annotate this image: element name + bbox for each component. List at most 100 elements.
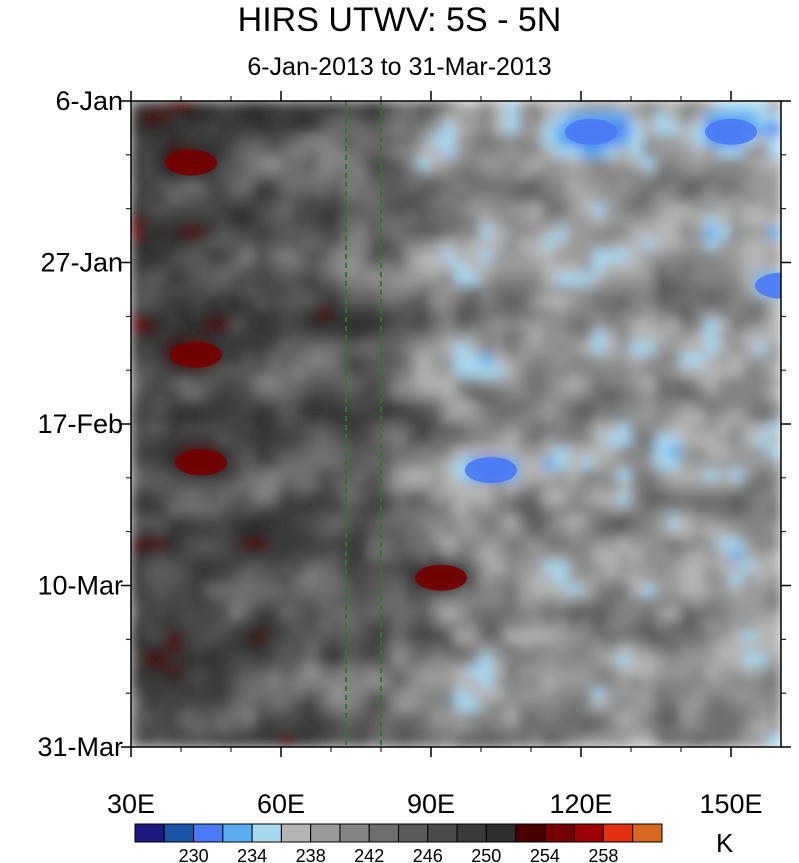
heatmap-cell xyxy=(455,284,470,299)
heatmap-cell xyxy=(405,607,420,622)
heatmap-cell xyxy=(455,665,470,679)
heatmap-cell xyxy=(717,203,732,218)
heatmap-cell xyxy=(442,411,457,425)
heatmap-cell xyxy=(505,549,520,564)
heatmap-cell xyxy=(367,423,382,437)
heatmap-cell xyxy=(442,123,457,137)
heatmap-cell xyxy=(642,411,657,425)
heatmap-cell xyxy=(755,111,770,126)
heatmap-cell xyxy=(167,596,182,610)
heatmap-cell xyxy=(642,273,657,287)
heatmap-cell xyxy=(630,722,645,737)
heatmap-cell xyxy=(542,722,557,737)
heatmap-cell xyxy=(342,423,357,437)
heatmap-cell xyxy=(617,238,632,252)
heatmap-cell xyxy=(730,411,745,425)
heatmap-cell xyxy=(280,515,295,529)
heatmap-cell xyxy=(131,203,145,218)
heatmap-cell xyxy=(755,342,770,356)
heatmap-cell xyxy=(467,319,482,333)
heatmap-cell xyxy=(242,238,257,252)
heatmap-cell xyxy=(505,215,520,229)
heatmap-cell xyxy=(605,699,620,714)
heatmap-cell xyxy=(242,353,257,368)
heatmap-cell xyxy=(380,307,395,322)
heatmap-cell xyxy=(480,492,495,506)
heatmap-cell xyxy=(230,342,245,356)
heatmap-cell xyxy=(767,388,781,402)
heatmap-cell xyxy=(680,342,695,356)
heatmap-cell xyxy=(742,307,757,322)
heatmap-cell xyxy=(717,376,732,391)
heatmap-cell xyxy=(730,376,745,391)
heatmap-cell xyxy=(492,642,507,656)
heatmap-cell xyxy=(242,180,257,195)
heatmap-cell xyxy=(467,296,482,310)
heatmap-cell xyxy=(692,572,707,587)
heatmap-cell xyxy=(430,411,445,425)
heatmap-cell xyxy=(730,226,745,241)
heatmap-cell xyxy=(405,388,420,402)
heatmap-cell xyxy=(230,699,245,714)
heatmap-cell xyxy=(705,446,720,460)
heatmap-cell xyxy=(605,192,620,206)
heatmap-cell xyxy=(617,330,632,345)
heatmap-cell xyxy=(131,192,145,206)
heatmap-cell xyxy=(592,446,607,460)
heatmap-cell xyxy=(217,307,232,322)
heatmap-cell xyxy=(567,261,582,276)
heatmap-cell xyxy=(131,376,145,391)
heatmap-cell xyxy=(455,711,470,725)
heatmap-cell xyxy=(592,619,607,633)
heatmap-cell xyxy=(630,526,645,541)
heatmap-cell xyxy=(155,492,170,506)
heatmap-cell xyxy=(730,249,745,264)
heatmap-cell xyxy=(405,469,420,483)
heatmap-cell xyxy=(717,411,732,425)
heatmap-cell xyxy=(330,296,345,310)
heatmap-cell xyxy=(292,123,307,137)
heatmap-cell xyxy=(667,273,682,287)
heatmap-cell xyxy=(330,480,345,495)
heatmap-cell xyxy=(380,376,395,391)
heatmap-cell xyxy=(542,572,557,587)
heatmap-cell xyxy=(442,330,457,345)
heatmap-cell xyxy=(242,722,257,737)
heatmap-cell xyxy=(580,596,595,610)
heatmap-cell xyxy=(655,561,670,575)
heatmap-cell xyxy=(180,503,195,518)
heatmap-cell xyxy=(617,549,632,564)
heatmap-cell xyxy=(455,226,470,241)
heatmap-cell xyxy=(567,423,582,437)
heatmap-cell xyxy=(292,399,307,414)
heatmap-cell xyxy=(517,365,532,379)
heatmap-cell xyxy=(305,722,320,737)
heatmap-cell xyxy=(267,607,282,622)
heatmap-cell xyxy=(217,515,232,529)
heatmap-cell xyxy=(442,676,457,691)
heatmap-cell xyxy=(567,549,582,564)
heatmap-cell xyxy=(567,101,582,114)
heatmap-cell xyxy=(730,538,745,552)
heatmap-cell xyxy=(155,215,170,229)
heatmap-cell xyxy=(692,665,707,679)
heatmap-cell xyxy=(755,607,770,622)
heatmap-cell xyxy=(305,665,320,679)
heatmap-cell xyxy=(417,619,432,633)
heatmap-cell xyxy=(405,619,420,633)
heatmap-cell xyxy=(717,665,732,679)
heatmap-cell xyxy=(442,423,457,437)
heatmap-cell xyxy=(392,607,407,622)
heatmap-cell xyxy=(205,261,220,276)
heatmap-cell xyxy=(430,307,445,322)
heatmap-cell xyxy=(455,365,470,379)
heatmap-cell xyxy=(155,342,170,356)
heatmap-cell xyxy=(592,157,607,172)
heatmap-cell xyxy=(217,261,232,276)
heatmap-cell xyxy=(430,619,445,633)
heatmap-cell xyxy=(180,238,195,252)
heatmap-cell xyxy=(330,226,345,241)
heatmap-cell xyxy=(242,492,257,506)
heatmap-cell xyxy=(217,549,232,564)
heatmap-cell xyxy=(767,503,781,518)
